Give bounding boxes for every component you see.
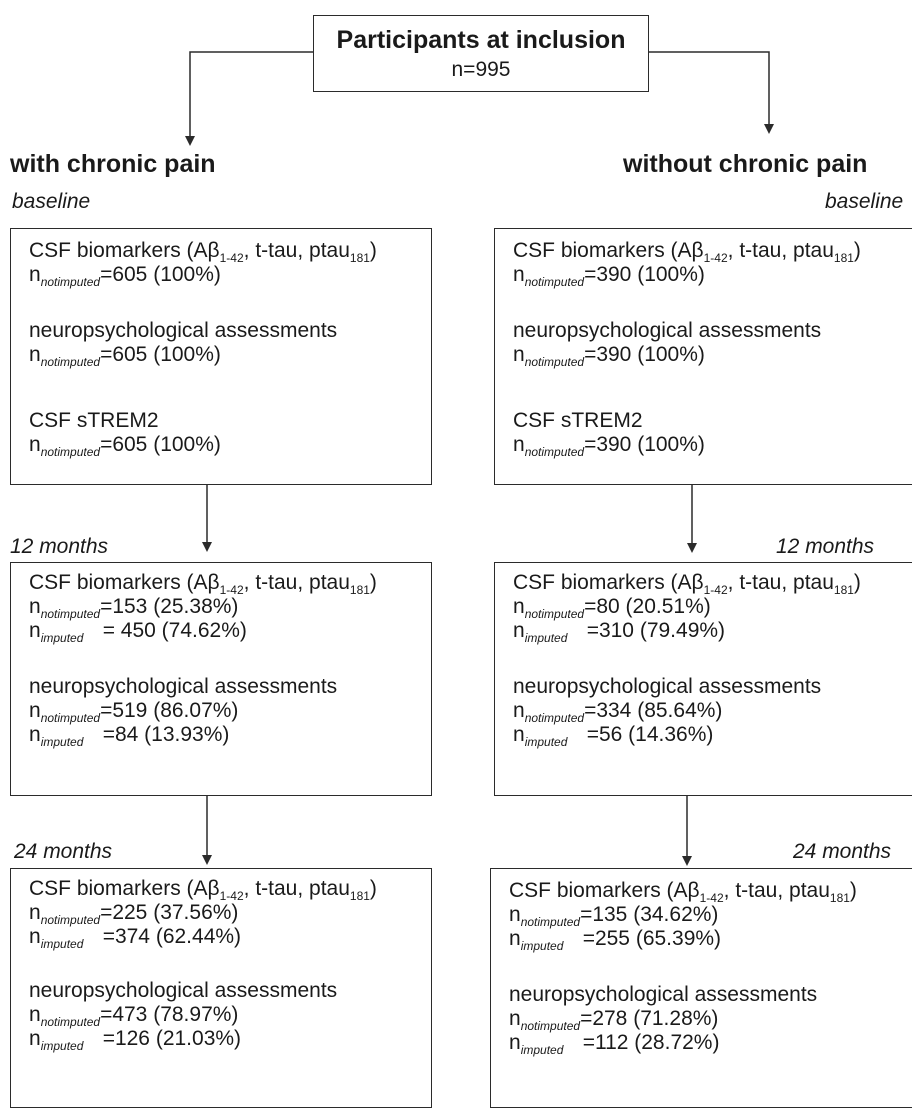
count-notimputed: nnotimputed=473 (78.97%) — [29, 1003, 239, 1029]
count-notimputed: nnotimputed=605 (100%) — [29, 263, 221, 289]
section-strem2: CSF sTREM2 nnotimputed=390 (100%) — [513, 409, 912, 459]
right-stage-label-24m: 24 months — [793, 840, 892, 863]
right-group-heading: without chronic pain — [623, 150, 868, 178]
right-12m-box: CSF biomarkers (Aβ1-42, t-tau, ptau181) … — [494, 562, 912, 796]
left-stage-label-baseline: baseline — [12, 190, 91, 213]
count-imputed: nimputed =374 (62.44%) — [29, 925, 242, 951]
count-imputed: nimputed =310 (79.49%) — [513, 619, 726, 645]
right-baseline-box: CSF biomarkers (Aβ1-42, t-tau, ptau181) … — [494, 228, 912, 485]
count-notimputed: nnotimputed=80 (20.51%) — [513, 595, 711, 621]
section-csf-biomarkers: CSF biomarkers (Aβ1-42, t-tau, ptau181) … — [513, 571, 912, 645]
count-imputed: nimputed = 450 (74.62%) — [29, 619, 247, 645]
connector-root-to-right — [649, 51, 770, 126]
count-notimputed: nnotimputed=334 (85.64%) — [513, 699, 723, 725]
right-24m-box: CSF biomarkers (Aβ1-42, t-tau, ptau181) … — [490, 868, 912, 1108]
arrowhead-right-group — [764, 124, 774, 134]
section-csf-biomarkers: CSF biomarkers (Aβ1-42, t-tau, ptau181) … — [29, 571, 427, 645]
section-strem2: CSF sTREM2 nnotimputed=605 (100%) — [29, 409, 427, 459]
section-csf-biomarkers: CSF biomarkers (Aβ1-42, t-tau, ptau181) … — [29, 877, 427, 951]
section-neuropsych: neuropsychological assessments nnotimput… — [29, 675, 427, 749]
root-count: n=995 — [451, 58, 511, 81]
section-neuropsych: neuropsychological assessments nnotimput… — [513, 319, 912, 369]
root-title: Participants at inclusion — [336, 26, 626, 54]
right-stage-label-baseline: baseline — [825, 190, 904, 213]
count-imputed: nimputed =112 (28.72%) — [509, 1031, 720, 1057]
arrowhead-right-12m — [687, 543, 697, 553]
count-imputed: nimputed =56 (14.36%) — [513, 723, 714, 749]
count-imputed: nimputed =126 (21.03%) — [29, 1027, 242, 1053]
count-notimputed: nnotimputed=605 (100%) — [29, 433, 221, 459]
count-notimputed: nnotimputed=605 (100%) — [29, 343, 221, 369]
count-notimputed: nnotimputed=390 (100%) — [513, 433, 705, 459]
right-stage-label-12m: 12 months — [776, 535, 875, 558]
arrowhead-left-group — [185, 136, 195, 146]
count-notimputed: nnotimputed=153 (25.38%) — [29, 595, 239, 621]
count-notimputed: nnotimputed=390 (100%) — [513, 343, 705, 369]
section-neuropsych: neuropsychological assessments nnotimput… — [509, 983, 912, 1057]
section-csf-biomarkers: CSF biomarkers (Aβ1-42, t-tau, ptau181) … — [29, 239, 427, 289]
count-notimputed: nnotimputed=135 (34.62%) — [509, 903, 719, 929]
count-imputed: nimputed =255 (65.39%) — [509, 927, 722, 953]
connector-root-to-left — [189, 51, 313, 140]
left-baseline-box: CSF biomarkers (Aβ1-42, t-tau, ptau181) … — [10, 228, 432, 485]
left-stage-label-24m: 24 months — [14, 840, 113, 863]
left-group-heading: with chronic pain — [10, 150, 216, 178]
section-neuropsych: neuropsychological assessments nnotimput… — [29, 319, 427, 369]
arrowhead-left-24m — [202, 855, 212, 865]
left-24m-box: CSF biomarkers (Aβ1-42, t-tau, ptau181) … — [10, 868, 432, 1108]
count-notimputed: nnotimputed=390 (100%) — [513, 263, 705, 289]
count-notimputed: nnotimputed=225 (37.56%) — [29, 901, 239, 927]
root-box: Participants at inclusion n=995 — [313, 15, 649, 92]
section-neuropsych: neuropsychological assessments nnotimput… — [513, 675, 912, 749]
section-neuropsych: neuropsychological assessments nnotimput… — [29, 979, 427, 1053]
count-imputed: nimputed =84 (13.93%) — [29, 723, 230, 749]
count-notimputed: nnotimputed=278 (71.28%) — [509, 1007, 719, 1033]
count-notimputed: nnotimputed=519 (86.07%) — [29, 699, 239, 725]
arrowhead-left-12m — [202, 542, 212, 552]
arrowhead-right-24m — [682, 856, 692, 866]
left-stage-label-12m: 12 months — [10, 535, 109, 558]
left-12m-box: CSF biomarkers (Aβ1-42, t-tau, ptau181) … — [10, 562, 432, 796]
section-csf-biomarkers: CSF biomarkers (Aβ1-42, t-tau, ptau181) … — [509, 879, 912, 953]
section-csf-biomarkers: CSF biomarkers (Aβ1-42, t-tau, ptau181) … — [513, 239, 912, 289]
